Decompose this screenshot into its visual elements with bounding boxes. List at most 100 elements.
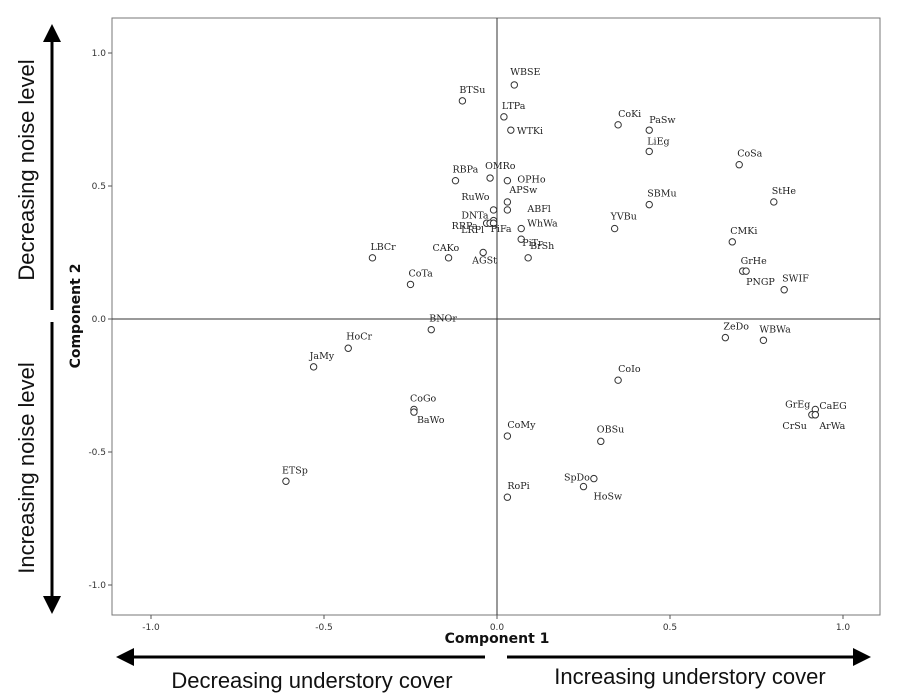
point-label-whwa: WhWa <box>527 219 558 230</box>
increasing-cover-label: Increasing understory cover <box>554 664 825 689</box>
point-coki <box>614 121 622 129</box>
point-label-agst: AGSt <box>471 256 497 267</box>
point-label-caeg: CaEG <box>819 401 846 412</box>
point-label-cota: CoTa <box>409 268 434 279</box>
point-pngp <box>742 267 750 275</box>
point-label-hosw: HoSw <box>594 492 623 503</box>
x-tick-label: -1.0 <box>142 623 160 633</box>
point-label-jamy: JaMy <box>309 351 335 362</box>
x-axis-ticks: -1.0 -0.5 0.0 0.5 1.0 <box>142 615 850 633</box>
point-label-zedo: ZeDo <box>723 322 749 333</box>
y-tick-label: 0.5 <box>92 182 106 192</box>
point-hosw <box>579 482 588 491</box>
y-axis-title: Component 2 <box>68 264 84 369</box>
point-label-dnta: DNTa <box>461 211 489 222</box>
point-label-opho: OPHo <box>517 175 545 186</box>
point-label-swif: SWIF <box>782 274 809 285</box>
point-label-abfl: ABFl <box>526 204 550 215</box>
y-tick-label: 1.0 <box>92 49 107 59</box>
point-comy <box>503 432 512 440</box>
x-tick-label: -0.5 <box>315 623 333 633</box>
x-tick-label: 0.5 <box>663 623 677 633</box>
point-pasw <box>645 126 653 134</box>
point-label-rrpa: RRPa <box>452 221 478 232</box>
point-label-pifa: PiFa <box>491 224 512 235</box>
decreasing-cover-label: Decreasing understory cover <box>171 668 452 693</box>
point-label-lrpl: LRPl <box>461 225 484 236</box>
point-label-brsh: BrSh <box>530 241 554 252</box>
y-tick-label: -1.0 <box>88 581 106 591</box>
point-omro <box>486 174 494 182</box>
point-sbmu <box>645 200 653 209</box>
point-bnor <box>427 325 435 334</box>
point-label-sthe: StHe <box>772 186 797 197</box>
point-ltpa <box>500 113 508 121</box>
y-axis-ticks: -1.0 -0.5 0.0 0.5 1.0 <box>88 49 112 591</box>
point-agst <box>479 248 487 257</box>
y-tick-label: -0.5 <box>88 448 106 458</box>
point-label-cosa: CoSa <box>737 149 762 160</box>
data-points: WBSE BTSu LTPa WTKi CoKi PaSw LiEg CoSa RBPa OMRo… <box>282 67 847 503</box>
point-label-cogo: CoGo <box>410 393 437 404</box>
point-label-arwa: ArWa <box>818 421 845 432</box>
point-label-yvbu: YVBu <box>610 212 637 223</box>
point-label-btsu: BTSu <box>459 85 485 96</box>
point-obsu <box>597 437 605 446</box>
point-label-apsw: APSw <box>508 185 537 196</box>
increasing-noise-label: Increasing noise level <box>14 362 39 574</box>
point-label-crsu: CrSu <box>782 421 806 432</box>
point-label-spdo: SpDo <box>564 473 590 484</box>
point-lieg <box>645 147 653 156</box>
point-label-pasw: PaSw <box>649 115 675 126</box>
reference-lines <box>112 18 880 615</box>
point-label-bawo: BaWo <box>417 415 445 426</box>
x-axis-title: Component 1 <box>445 631 550 647</box>
point-swif <box>780 286 788 294</box>
point-pitr <box>517 235 525 243</box>
point-cosa <box>735 161 743 169</box>
point-arwa <box>811 411 820 419</box>
point-sthe <box>770 198 778 206</box>
point-bawo <box>410 408 418 416</box>
point-label-coio: CoIo <box>618 364 641 375</box>
point-jamy <box>309 363 318 371</box>
point-label-omro: OMRo <box>485 161 516 172</box>
point-hocr <box>344 344 352 352</box>
point-whwa <box>517 224 525 233</box>
point-label-ltpa: LTPa <box>502 101 526 112</box>
point-opho <box>503 176 512 185</box>
plot-area <box>111 17 881 616</box>
y-tick-label: 0.0 <box>92 315 107 325</box>
point-label-ropi: RoPi <box>507 481 529 492</box>
point-label-pitr: PiTr <box>522 238 543 249</box>
point-label-lieg: LiEg <box>647 136 669 147</box>
point-brsh <box>524 254 532 262</box>
point-label-greg: GrEg <box>785 399 810 410</box>
point-btsu <box>458 97 467 105</box>
point-label-cmki: CMKi <box>730 226 757 237</box>
point-label-wbwa: WBWa <box>759 324 791 335</box>
point-label-rbpa: RBPa <box>452 165 478 176</box>
point-lbcr <box>368 254 377 262</box>
point-label-obsu: OBSu <box>597 424 624 435</box>
point-cako <box>444 254 453 262</box>
point-label-pngp: PNGP <box>746 277 775 288</box>
point-label-comy: CoMy <box>507 420 536 431</box>
point-label-bnor: BNOr <box>429 314 457 325</box>
point-yvbu <box>610 224 619 233</box>
point-coio <box>614 376 622 384</box>
point-cmki <box>728 238 736 246</box>
point-wbse <box>510 81 518 89</box>
point-label-coki: CoKi <box>618 109 641 120</box>
point-cota <box>406 280 415 289</box>
point-wbwa <box>759 336 768 344</box>
point-label-cako: CAKo <box>433 243 460 254</box>
point-ruwo <box>489 206 498 214</box>
point-ropi <box>503 493 512 501</box>
point-label-sbmu: SBMu <box>647 189 676 200</box>
decreasing-noise-label: Decreasing noise level <box>14 59 39 280</box>
point-label-etsp: ETSp <box>282 465 308 476</box>
x-tick-label: 0.0 <box>490 623 505 633</box>
point-label-wbse: WBSE <box>510 67 540 78</box>
